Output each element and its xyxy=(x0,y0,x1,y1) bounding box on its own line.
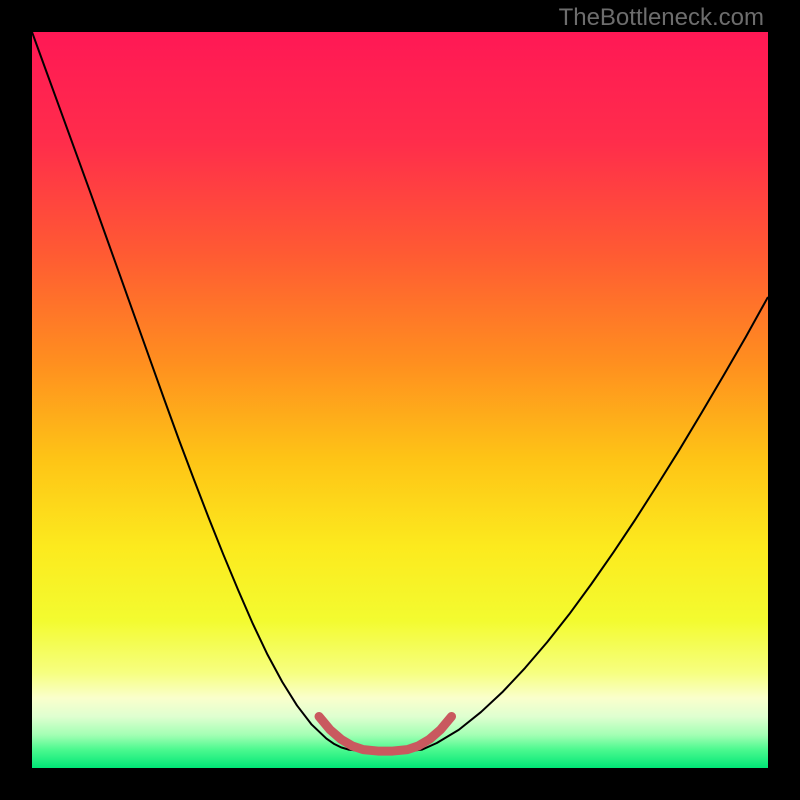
frame-border-right xyxy=(768,0,800,800)
watermark-text: TheBottleneck.com xyxy=(559,4,764,32)
figure-stage: TheBottleneck.com xyxy=(0,0,800,800)
frame-border-left xyxy=(0,0,32,800)
chart-background xyxy=(32,32,768,768)
bottleneck-curve-chart xyxy=(32,32,768,768)
frame-border-bottom xyxy=(0,768,800,800)
